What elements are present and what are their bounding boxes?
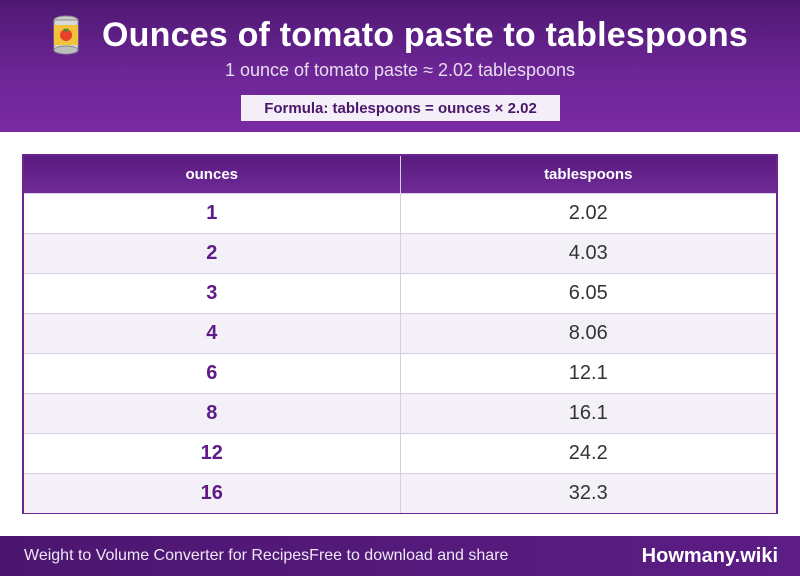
table-row: 6 12.1 bbox=[24, 352, 776, 393]
column-header-ounces: ounces bbox=[185, 165, 238, 183]
table-row: 1 2.02 bbox=[24, 192, 776, 233]
ounces-cell: 3 bbox=[24, 272, 400, 313]
column-header-tablespoons: tablespoons bbox=[399, 156, 776, 193]
title-row: Ounces of tomato paste to tablespoons bbox=[0, 12, 800, 58]
table-row: 2 4.03 bbox=[24, 232, 776, 273]
table-row: 4 8.06 bbox=[24, 312, 776, 353]
tablespoons-cell: 12.1 bbox=[399, 352, 776, 393]
tablespoons-cell: 16.1 bbox=[399, 392, 776, 433]
subtitle: 1 ounce of tomato paste ≈ 2.02 tablespoo… bbox=[224, 60, 576, 80]
table-row: 16 32.3 bbox=[24, 472, 776, 513]
tablespoons-cell: 8.06 bbox=[399, 312, 776, 353]
ounces-cell: 2 bbox=[24, 232, 400, 273]
ounces-cell: 6 bbox=[24, 352, 400, 393]
tomato-can-icon bbox=[52, 15, 80, 55]
ounces-cell: 16 bbox=[24, 472, 400, 513]
ounces-cell: 1 bbox=[24, 192, 400, 233]
footer-converter-name: Weight to Volume Converter for Recipes bbox=[24, 547, 310, 564]
ounces-cell: 12 bbox=[24, 432, 400, 473]
ounces-cell: 8 bbox=[24, 392, 400, 433]
tablespoons-cell: 2.02 bbox=[399, 192, 776, 233]
table-row: 8 16.1 bbox=[24, 392, 776, 433]
tablespoons-cell: 4.03 bbox=[399, 232, 776, 273]
conversion-table: ounces tablespoons 1 2.02 2 4.03 3 6.05 … bbox=[22, 154, 778, 514]
table-header-row: ounces tablespoons bbox=[24, 156, 776, 193]
table-row: 12 24.2 bbox=[24, 432, 776, 473]
ounces-cell: 4 bbox=[24, 312, 400, 353]
footer-bar: Weight to Volume Converter for Recipes F… bbox=[0, 536, 800, 576]
footer-tagline: Free to download and share bbox=[309, 547, 509, 564]
footer-brand: Howmany.wiki bbox=[641, 544, 778, 567]
tablespoons-cell: 24.2 bbox=[399, 432, 776, 473]
table-row: 3 6.05 bbox=[24, 272, 776, 313]
tablespoons-cell: 6.05 bbox=[399, 272, 776, 313]
header-banner: Ounces of tomato paste to tablespoons 1 … bbox=[0, 0, 800, 132]
tablespoons-cell: 32.3 bbox=[399, 472, 776, 513]
page-title: Ounces of tomato paste to tablespoons bbox=[102, 15, 748, 54]
formula-box: Formula: tablespoons = ounces × 2.02 bbox=[241, 95, 560, 121]
